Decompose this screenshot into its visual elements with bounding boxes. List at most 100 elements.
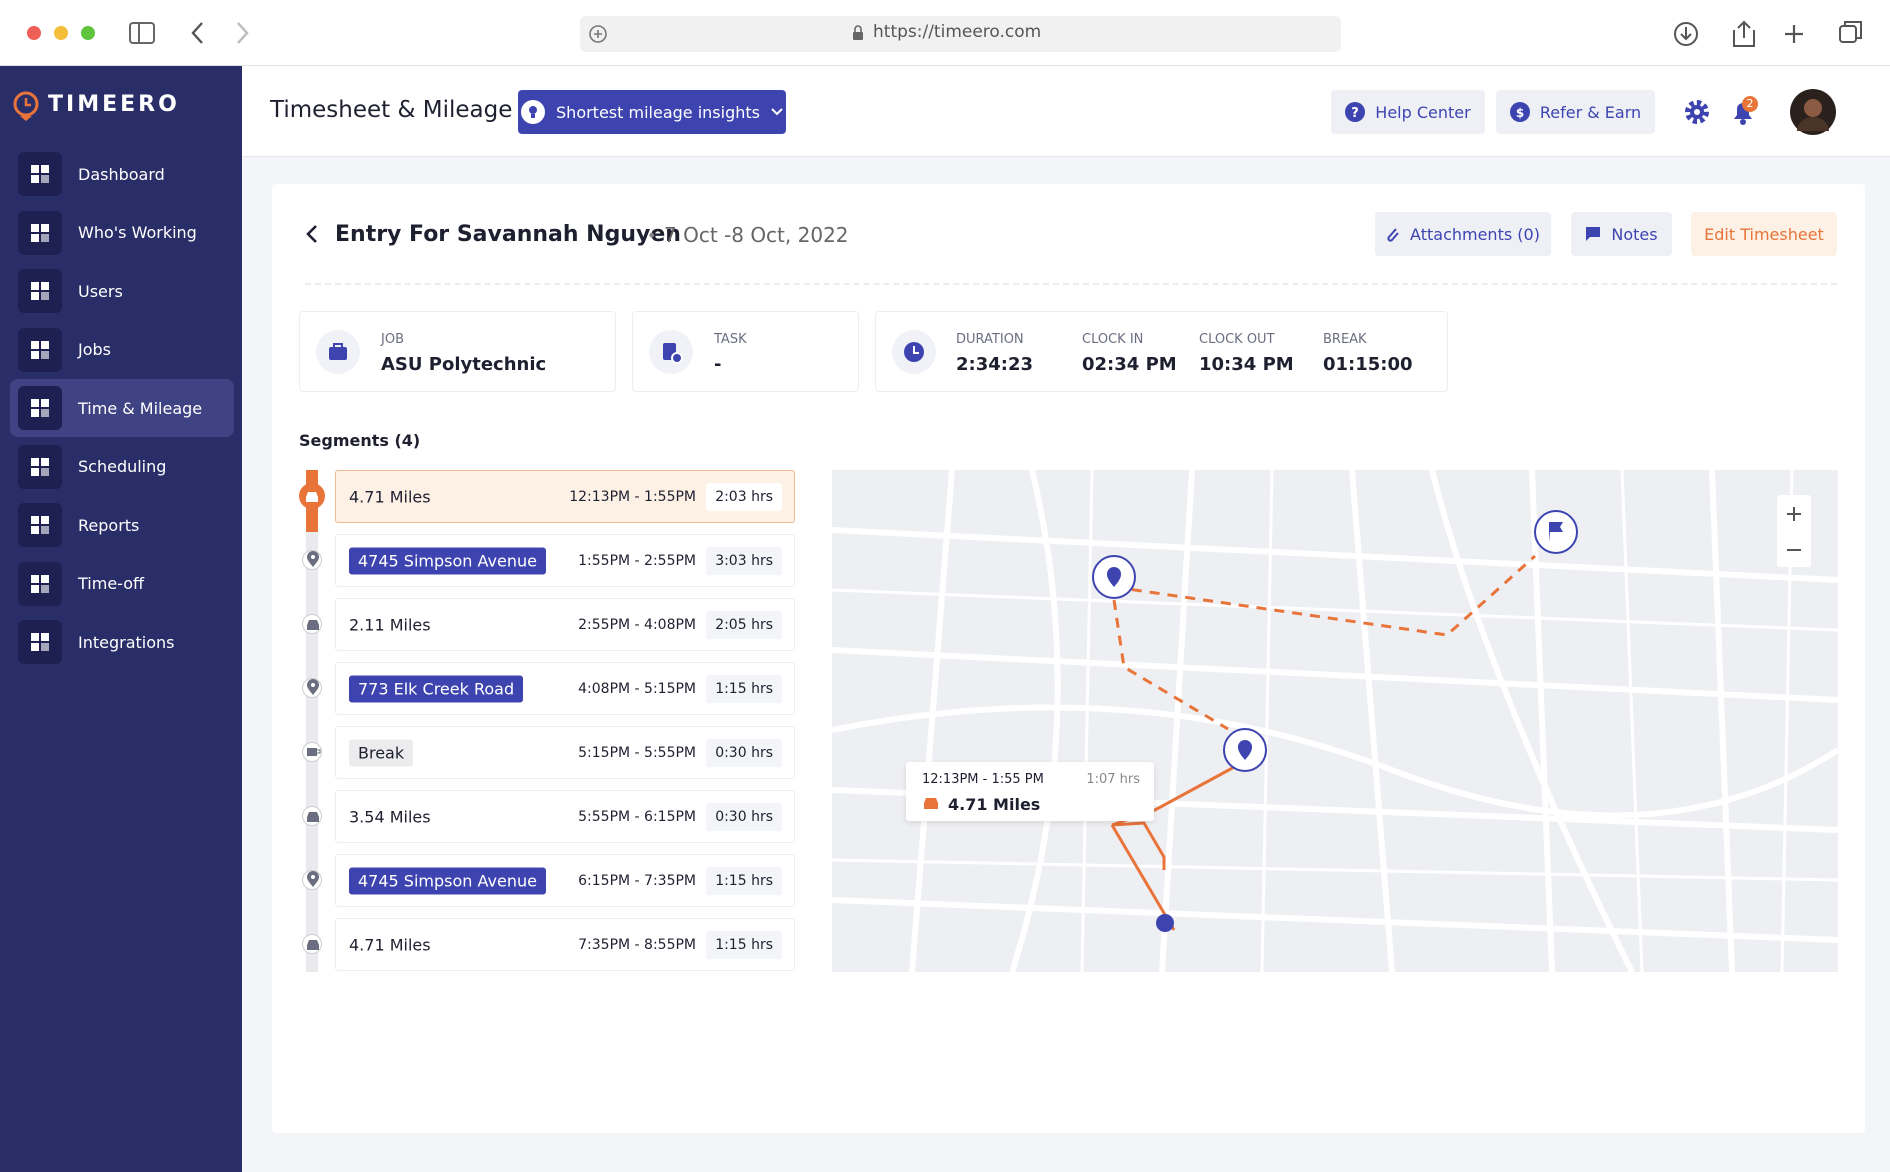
- segment-label: 4745 Simpson Avenue: [349, 867, 546, 894]
- attachments-label: Attachments (0): [1410, 224, 1540, 244]
- segment-label: 773 Elk Creek Road: [349, 675, 524, 702]
- segment-row[interactable]: 4.71 Miles 12:13PM - 1:55PM 2:03 hrs: [335, 470, 795, 523]
- nav-label: Scheduling: [78, 457, 167, 476]
- map-tooltip: 12:13PM - 1:55 PM 1:07 hrs 4.71 Miles: [906, 762, 1154, 821]
- tooltip-distance: 4.71 Miles: [948, 795, 1041, 814]
- entry-title: Entry For Savannah Nguyen: [335, 222, 681, 247]
- avatar[interactable]: [1790, 89, 1836, 135]
- nav-icon: [18, 444, 62, 489]
- tooltip-time: 12:13PM - 1:55 PM: [922, 772, 1044, 787]
- segment-row[interactable]: 3.54 Miles 5:55PM - 6:15PM 0:30 hrs: [335, 790, 795, 843]
- timeline-icon: [302, 934, 322, 954]
- nav-item[interactable]: Who's Working: [10, 204, 234, 262]
- segment-time: 2:55PM - 4:08PM: [578, 616, 696, 633]
- nav-item[interactable]: Reports: [10, 496, 234, 554]
- nav-item[interactable]: Jobs: [10, 321, 234, 379]
- segment-row[interactable]: Break 5:15PM - 5:55PM 0:30 hrs: [335, 726, 795, 779]
- stat-label: CLOCK OUT: [1199, 332, 1275, 347]
- zoom-controls[interactable]: [1777, 495, 1811, 567]
- browser-controls: [27, 16, 1862, 52]
- logo-icon: [13, 91, 39, 121]
- nav-label: Integrations: [78, 632, 175, 652]
- refer-label: Refer & Earn: [1539, 102, 1642, 122]
- nav-item[interactable]: Time-off: [10, 555, 234, 613]
- stat-value: 2:34:23: [956, 354, 1034, 375]
- refer-button[interactable]: $ Refer & Earn: [1496, 90, 1655, 134]
- segment-duration: 2:03 hrs: [706, 482, 782, 511]
- settings-icon[interactable]: [1683, 98, 1711, 126]
- edit-button[interactable]: Edit Timesheet: [1691, 212, 1837, 256]
- help-button[interactable]: ? Help Center: [1331, 90, 1485, 134]
- attachments-button[interactable]: Attachments (0): [1375, 212, 1551, 256]
- entry-dates: 7 Oct -8 Oct, 2022: [664, 223, 849, 247]
- nav-item[interactable]: Time & Mileage: [10, 379, 234, 437]
- segment-duration: 1:15 hrs: [706, 930, 782, 959]
- nav-glyph: [31, 399, 49, 417]
- insights-button[interactable]: Shortest mileage insights: [518, 90, 786, 134]
- refer-icon: $: [1509, 102, 1530, 122]
- segment-row[interactable]: 4745 Simpson Avenue 6:15PM - 7:35PM 1:15 h…: [335, 854, 795, 907]
- segment-row[interactable]: 4.71 Miles 7:35PM - 8:55PM 1:15 hrs: [335, 918, 795, 971]
- nav-label: Reports: [78, 515, 140, 535]
- back-arrow[interactable]: [304, 222, 320, 246]
- segment-time: 1:55PM - 2:55PM: [578, 552, 696, 569]
- notes-button[interactable]: Notes: [1571, 212, 1672, 256]
- segment-glyph: [307, 620, 319, 630]
- nav-glyph: [31, 165, 49, 183]
- timeline: [306, 470, 318, 972]
- clip-icon: [1387, 228, 1399, 242]
- nav-label: Time & Mileage: [78, 398, 203, 418]
- nav-item[interactable]: Integrations: [10, 613, 234, 671]
- nav-icon: [18, 269, 62, 313]
- nav-icon: [18, 210, 62, 255]
- segment-label: 3.54 Miles: [349, 807, 431, 826]
- nav-label: Time-off: [78, 574, 145, 593]
- nav-glyph: [31, 223, 49, 242]
- url[interactable]: https://timeero.com: [873, 22, 1042, 42]
- map[interactable]: [832, 470, 1838, 972]
- segment-time: 4:08PM - 5:15PM: [578, 680, 696, 697]
- nav-label: Who's Working: [78, 223, 197, 242]
- segment-time: 12:13PM - 1:55PM: [569, 488, 696, 505]
- segment-time: 5:15PM - 5:55PM: [578, 744, 696, 761]
- segment-time: 5:55PM - 6:15PM: [578, 808, 696, 825]
- help-label: Help Center: [1375, 102, 1471, 122]
- nav-label: Dashboard: [78, 164, 165, 184]
- help-icon: ?: [1345, 102, 1366, 122]
- nav-icon: [18, 327, 62, 372]
- segment-time: 6:15PM - 7:35PM: [578, 872, 696, 889]
- timeline-icon: [302, 614, 322, 634]
- svg-text:?: ?: [1352, 106, 1360, 121]
- segment-glyph: [307, 551, 319, 567]
- map-markers: [1092, 510, 1578, 932]
- segment-row[interactable]: 2.11 Miles 2:55PM - 4:08PM 2:05 hrs: [335, 598, 795, 651]
- nav-item[interactable]: Users: [10, 262, 234, 320]
- segment-row[interactable]: 773 Elk Creek Road 4:08PM - 5:15PM 1:15 hr…: [335, 662, 795, 715]
- segment-glyph: [307, 940, 319, 950]
- timeline-icon: [302, 870, 322, 890]
- stat-value: 01:15:00: [1323, 354, 1413, 375]
- nav-icon: [18, 152, 62, 196]
- nav-icon: [18, 503, 62, 547]
- note-icon: [1586, 227, 1601, 241]
- nav-item[interactable]: Dashboard: [10, 145, 234, 203]
- segment-label: 4745 Simpson Avenue: [349, 547, 546, 574]
- segment-duration: 0:30 hrs: [706, 738, 782, 767]
- segment-duration: 1:15 hrs: [706, 866, 782, 895]
- stat-value: 10:34 PM: [1199, 354, 1294, 375]
- segment-label: Break: [349, 739, 414, 766]
- job-card: JOB ASU Polytechnic: [299, 311, 616, 392]
- segment-label: 4.71 Miles: [349, 935, 431, 954]
- nav-icon: [18, 620, 62, 664]
- stat-value: 02:34 PM: [1082, 354, 1177, 375]
- nav-item[interactable]: Scheduling: [10, 438, 234, 496]
- segment-duration: 2:05 hrs: [706, 610, 782, 639]
- segment-time: 7:35PM - 8:55PM: [578, 936, 696, 953]
- chevron: [771, 108, 783, 116]
- segment-row[interactable]: 4745 Simpson Avenue 1:55PM - 2:55PM 3:03 h…: [335, 534, 795, 587]
- nav-glyph: [31, 516, 49, 534]
- job-icon: [316, 330, 360, 374]
- task-icon: [649, 330, 693, 374]
- timeline-icon: [299, 483, 325, 509]
- svg-text:$: $: [1516, 106, 1524, 120]
